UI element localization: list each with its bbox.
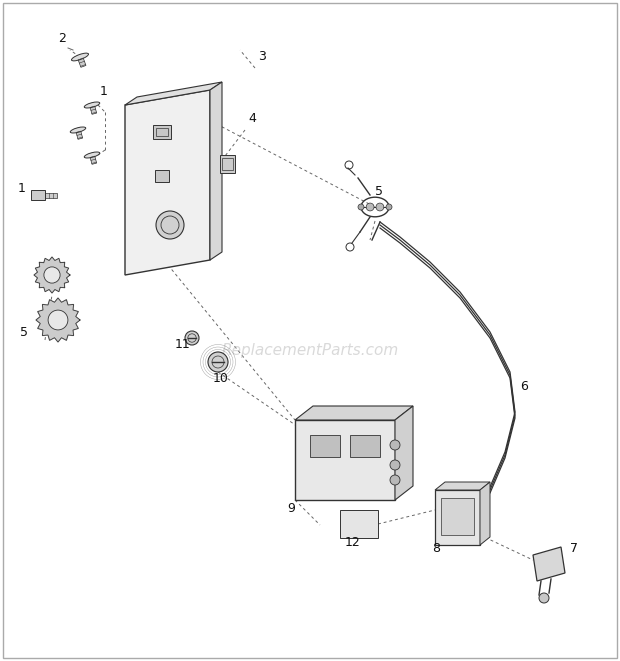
Circle shape: [376, 203, 384, 211]
Polygon shape: [125, 90, 210, 275]
Polygon shape: [395, 406, 413, 500]
Bar: [441, 498, 474, 535]
Ellipse shape: [84, 152, 100, 158]
Bar: [350, 435, 380, 457]
Circle shape: [539, 593, 549, 603]
Text: 2: 2: [58, 32, 66, 45]
Circle shape: [185, 331, 199, 345]
Polygon shape: [125, 82, 222, 105]
Bar: [435, 490, 480, 545]
Text: 5: 5: [20, 326, 28, 339]
Text: 11: 11: [175, 338, 191, 351]
Bar: [89, 153, 97, 165]
Circle shape: [156, 211, 184, 239]
Circle shape: [390, 460, 400, 470]
Circle shape: [208, 352, 228, 372]
Bar: [89, 102, 97, 114]
Ellipse shape: [84, 102, 100, 108]
Ellipse shape: [70, 127, 86, 133]
Text: 7: 7: [570, 542, 578, 555]
Bar: [295, 420, 395, 500]
Bar: [222, 158, 233, 170]
Text: 3: 3: [258, 50, 266, 63]
Circle shape: [386, 204, 392, 210]
Bar: [340, 510, 378, 538]
Polygon shape: [34, 257, 70, 293]
Text: 10: 10: [213, 372, 229, 385]
Text: 12: 12: [345, 536, 361, 549]
Bar: [310, 435, 340, 457]
Polygon shape: [36, 298, 80, 342]
Polygon shape: [210, 82, 222, 260]
Bar: [31, 190, 45, 200]
Circle shape: [390, 440, 400, 450]
Ellipse shape: [71, 53, 89, 61]
Circle shape: [48, 310, 68, 330]
Text: 1: 1: [18, 182, 26, 195]
Text: 8: 8: [432, 542, 440, 555]
Text: 6: 6: [520, 380, 528, 393]
Bar: [45, 192, 57, 198]
Bar: [155, 170, 169, 182]
Bar: [156, 128, 168, 136]
Text: 5: 5: [375, 185, 383, 198]
Polygon shape: [533, 547, 565, 581]
Bar: [153, 125, 171, 139]
Bar: [220, 155, 235, 173]
Circle shape: [44, 267, 60, 283]
Text: 1: 1: [100, 85, 108, 98]
Polygon shape: [435, 482, 490, 490]
Bar: [77, 54, 86, 67]
Circle shape: [358, 204, 364, 210]
Text: 4: 4: [248, 112, 256, 125]
Polygon shape: [480, 482, 490, 545]
Text: ReplacementParts.com: ReplacementParts.com: [221, 342, 399, 358]
Circle shape: [390, 475, 400, 485]
Circle shape: [366, 203, 374, 211]
Bar: [75, 128, 82, 139]
Text: 9: 9: [287, 502, 295, 515]
Polygon shape: [295, 406, 413, 420]
